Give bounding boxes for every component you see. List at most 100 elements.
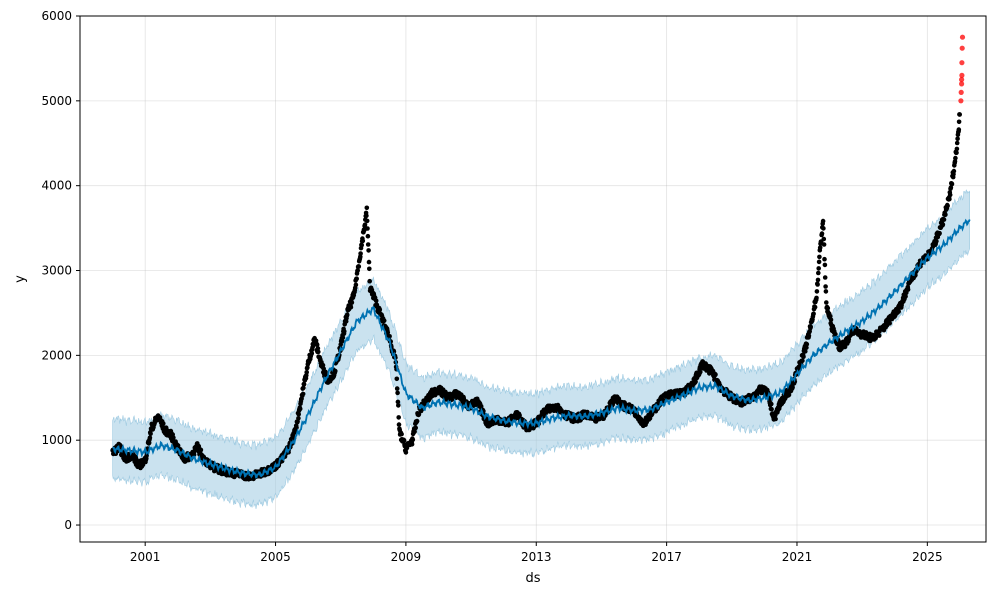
y-tick-label: 1000 [41,433,72,447]
observed-point [821,242,827,247]
observed-point [315,346,321,351]
outlier-point [959,72,965,78]
observed-point [355,268,361,273]
observed-point [413,425,419,431]
observed-point [828,314,833,319]
observed-point [396,415,402,420]
outlier-point [959,34,966,40]
observed-point [360,238,366,244]
observed-point [517,412,522,418]
observed-point [356,264,362,269]
observed-point [414,418,420,424]
observed-point [296,412,302,417]
observed-point [309,351,315,356]
forecast-line [112,218,971,479]
observed-point [833,331,838,337]
observed-point [364,205,370,211]
observed-point [825,305,831,311]
observed-point [349,300,355,305]
observed-point [367,266,372,272]
observed-point [381,318,387,323]
observed-point [951,168,957,174]
observed-point [366,248,371,253]
observed-points-layer [110,112,962,482]
observed-point [333,368,338,374]
observed-point [294,425,299,430]
observed-point [395,399,401,405]
observed-point [956,127,962,132]
observed-point [310,343,316,349]
observed-point [821,226,826,231]
observed-point [367,278,373,284]
outlier-point [958,89,964,95]
observed-point [819,231,825,236]
observed-point [816,259,822,265]
outlier-point [959,45,965,51]
x-axis-ticks: 2001 2005 2009 2013 2017 2021 2025 [130,542,943,564]
observed-point [812,304,818,310]
observed-point [396,422,402,427]
observed-point [943,212,948,217]
observed-point [887,321,892,326]
observed-point [301,385,306,391]
observed-point [811,311,816,317]
observed-point [954,150,959,155]
observed-point [385,330,391,335]
observed-point [786,392,792,398]
observed-point [808,324,813,330]
observed-point [198,447,204,453]
observed-point [954,146,960,152]
observed-point [817,245,823,250]
observed-point [803,349,808,354]
plot-area-frame [79,15,987,543]
outlier-points-layer [958,34,966,104]
observed-point [822,275,828,280]
observed-point [394,376,400,382]
observed-point [362,222,368,227]
observed-point [316,349,321,355]
observed-point [409,442,415,447]
observed-point [948,185,954,190]
observed-point [806,333,812,339]
observed-point [365,226,370,231]
observed-point [148,431,153,437]
observed-point [800,358,805,364]
observed-point [949,181,955,187]
observed-point [815,277,821,283]
observed-point [823,289,829,294]
observed-point [394,386,400,391]
observed-point [934,239,939,244]
observed-point [947,196,952,202]
observed-point [478,404,484,409]
x-tick-label: 2005 [260,550,291,564]
observed-point [366,259,372,265]
observed-point [905,287,911,292]
outlier-point [959,60,965,66]
observed-point [954,140,960,146]
observed-point [815,282,820,287]
observed-point [359,242,365,248]
observed-point [769,407,774,412]
outlier-point [959,81,965,87]
observed-point [377,307,383,312]
observed-point [339,338,345,344]
observed-point [814,289,820,294]
observed-point [301,381,307,387]
observed-point [941,217,947,222]
observed-point [364,218,370,224]
outlier-point [959,77,965,83]
observed-point [956,119,962,125]
observed-point [955,136,960,142]
observed-point [396,403,401,408]
observed-point [410,437,416,443]
observed-point [401,438,407,443]
observed-point [354,276,360,282]
observed-point [821,236,827,242]
observed-point [896,309,901,314]
observed-point [816,266,821,271]
observed-point [822,262,828,268]
x-axis-label: ds [525,571,540,586]
observed-point [822,256,827,262]
y-axis-ticks: 0 1000 2000 3000 4000 5000 6000 [41,9,80,532]
